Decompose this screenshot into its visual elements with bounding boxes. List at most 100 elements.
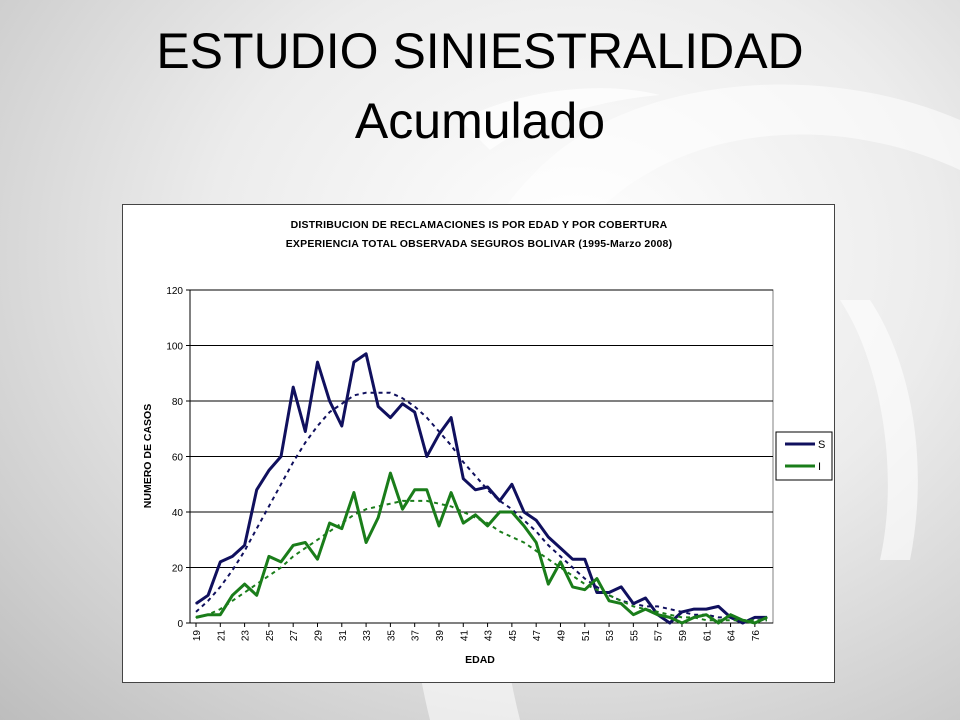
- data-point-i: [329, 522, 331, 524]
- slide-subtitle: Acumulado: [354, 93, 606, 149]
- data-point-s: [608, 591, 610, 594]
- data-point-i: [280, 561, 282, 563]
- legend-label-s: S: [818, 439, 825, 451]
- x-tick-label: 39: [435, 630, 446, 642]
- data-point-s: [499, 500, 501, 502]
- data-point-i: [535, 541, 537, 544]
- data-point-s: [256, 489, 258, 491]
- data-point-s: [632, 603, 634, 605]
- data-point-i: [207, 614, 209, 616]
- data-point-s: [353, 361, 355, 363]
- data-point-i: [717, 622, 720, 624]
- data-point-i: [511, 511, 513, 513]
- data-point-s: [487, 486, 489, 488]
- data-point-i: [450, 492, 452, 494]
- data-point-s: [705, 608, 707, 610]
- data-point-i: [681, 622, 683, 624]
- data-point-i: [389, 472, 391, 474]
- x-tick-label: 41: [459, 630, 470, 642]
- line-chart: DISTRIBUCION DE RECLAMACIONES IS POR EDA…: [142, 219, 833, 666]
- data-point-s: [268, 469, 270, 471]
- data-point-s: [231, 555, 233, 557]
- data-point-i: [231, 594, 233, 596]
- y-tick-label: 120: [166, 286, 183, 297]
- x-tick-label: 76: [751, 630, 762, 642]
- data-point-s: [207, 594, 209, 596]
- data-point-i: [365, 541, 367, 544]
- y-axis-label: NUMERO DE CASOS: [142, 404, 154, 508]
- data-point-s: [596, 591, 598, 594]
- data-point-i: [572, 586, 574, 588]
- data-point-i: [353, 492, 355, 494]
- data-point-i: [523, 525, 525, 527]
- data-point-s: [584, 558, 586, 560]
- data-point-s: [681, 611, 683, 613]
- data-point-i: [669, 616, 671, 618]
- data-point-s: [304, 430, 306, 433]
- data-point-i: [292, 544, 294, 546]
- x-tick-label: 31: [338, 630, 349, 642]
- data-point-s: [511, 483, 513, 485]
- data-point-s: [547, 536, 549, 538]
- data-point-i: [499, 511, 501, 513]
- axes: 0 20 40 60 80 100 120 19 21 23 25 27 29 31 33 35 37 39 41 4…: [166, 286, 773, 641]
- data-point-s: [742, 622, 744, 624]
- x-tick-label: 57: [654, 630, 665, 642]
- y-tick-label: 100: [166, 342, 183, 353]
- data-point-i: [584, 589, 586, 591]
- data-point-i: [596, 578, 598, 580]
- data-point-s: [620, 586, 622, 588]
- data-point-s: [559, 547, 562, 549]
- data-point-i: [426, 489, 428, 491]
- x-tick-label: 29: [313, 630, 324, 642]
- data-point-i: [559, 561, 562, 563]
- data-point-i: [742, 619, 744, 621]
- x-tick-label: 27: [289, 630, 300, 642]
- data-point-i: [754, 622, 756, 624]
- series-line-i: [195, 471, 768, 625]
- data-point-s: [693, 608, 695, 610]
- x-tick-label: 53: [605, 630, 616, 642]
- y-tick-label: 80: [172, 397, 184, 408]
- data-point-i: [487, 525, 489, 527]
- legend: S I: [775, 431, 833, 481]
- x-tick-label: 43: [484, 630, 495, 642]
- data-point-s: [280, 455, 282, 458]
- data-point-i: [256, 594, 258, 596]
- x-tick-label: 33: [362, 630, 373, 642]
- data-point-s: [438, 433, 440, 435]
- data-point-s: [377, 405, 379, 408]
- series-line-s: [195, 352, 767, 625]
- data-point-s: [450, 417, 452, 419]
- chart-title: DISTRIBUCION DE RECLAMACIONES IS POR EDA…: [291, 219, 668, 231]
- x-tick-label: 25: [265, 630, 276, 642]
- x-tick-label: 51: [581, 630, 592, 642]
- data-point-s: [365, 353, 367, 355]
- chart-subtitle: EXPERIENCIA TOTAL OBSERVADA SEGUROS BOLI…: [286, 238, 673, 250]
- data-point-s: [414, 411, 416, 413]
- x-tick-label: 23: [241, 630, 252, 642]
- data-point-i: [547, 583, 549, 585]
- data-point-i: [730, 614, 732, 616]
- x-tick-label: 37: [411, 630, 422, 642]
- data-point-s: [195, 603, 197, 605]
- data-point-s: [341, 425, 343, 427]
- data-point-s: [389, 417, 391, 419]
- data-point-i: [268, 555, 270, 557]
- x-axis-label: EDAD: [465, 654, 495, 666]
- chart-panel: DISTRIBUCION DE RECLAMACIONES IS POR EDA…: [122, 204, 835, 683]
- data-point-s: [669, 622, 671, 624]
- data-point-s: [754, 616, 756, 618]
- data-point-i: [693, 616, 695, 618]
- x-tick-label: 49: [556, 630, 567, 642]
- data-point-i: [316, 558, 319, 560]
- data-point-i: [219, 614, 221, 616]
- y-tick-label: 20: [172, 564, 184, 575]
- data-point-i: [341, 528, 343, 530]
- data-point-s: [644, 597, 647, 599]
- x-tick-label: 21: [216, 630, 227, 642]
- data-point-s: [244, 544, 246, 546]
- grid: [189, 289, 774, 624]
- data-point-s: [316, 361, 319, 363]
- data-point-i: [195, 616, 197, 618]
